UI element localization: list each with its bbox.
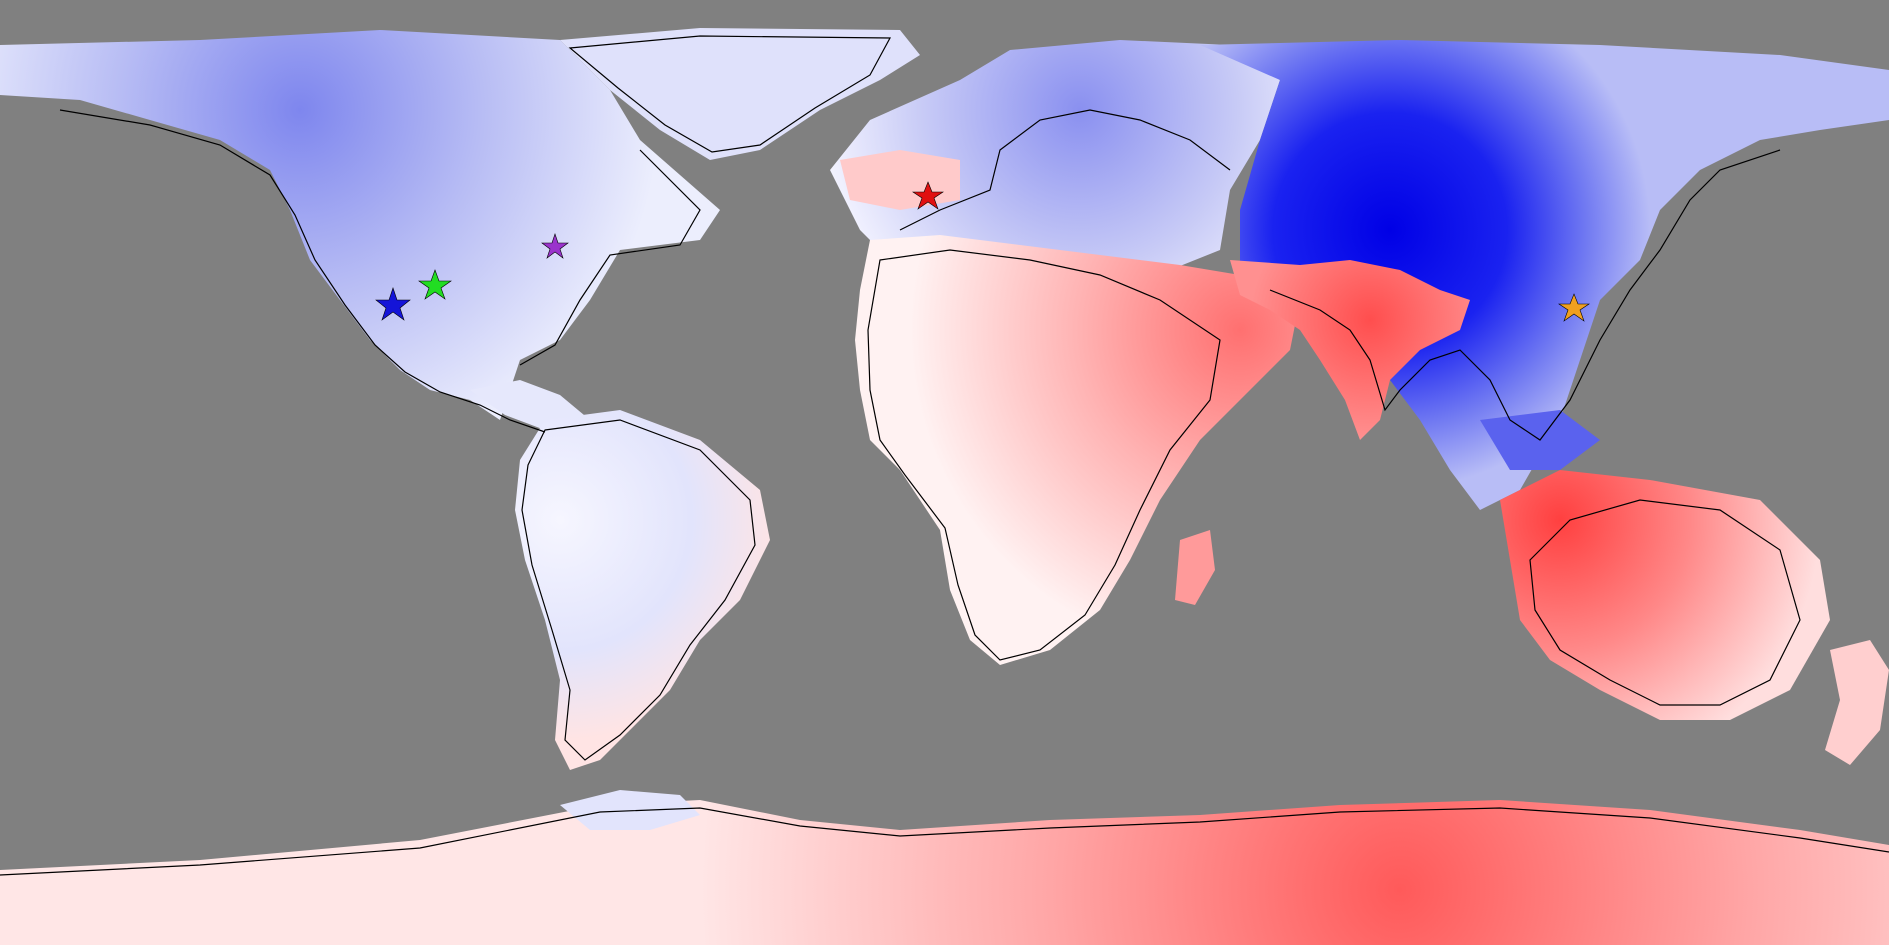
madagascar-landmass [1175,530,1215,605]
star-marker-green [418,269,452,300]
coastline-asia [1269,149,1781,441]
star-marker-orange [1558,293,1590,322]
star-marker-blue [375,287,411,321]
greenland-landmass [560,28,920,160]
australia-landmass [1500,470,1830,720]
coastline-greenland [568,35,892,153]
asia-landmass [1200,40,1889,510]
south-asia-landmass [1230,260,1470,440]
south-america-landmass [515,410,770,770]
coastlines [0,35,1889,876]
coastline-north-america [59,109,701,433]
coastline-africa [867,249,1221,661]
star-marker-red [912,181,944,210]
coastline-south-america [521,419,756,761]
antarctica-landmass [0,800,1889,945]
africa-middle-east-landmass [855,235,1300,665]
coastline-europe [899,109,1231,231]
new-zealand-landmass [1825,640,1889,765]
coastline-antarctica [0,807,1889,876]
markers [375,181,1590,322]
antarctic-peninsula-landmass [560,790,700,830]
europe-landmass [830,40,1280,270]
british-isles-landmass [840,150,960,210]
north-america-landmass [0,30,720,420]
coastline-australia [1529,499,1801,706]
star-marker-purple [541,233,569,259]
